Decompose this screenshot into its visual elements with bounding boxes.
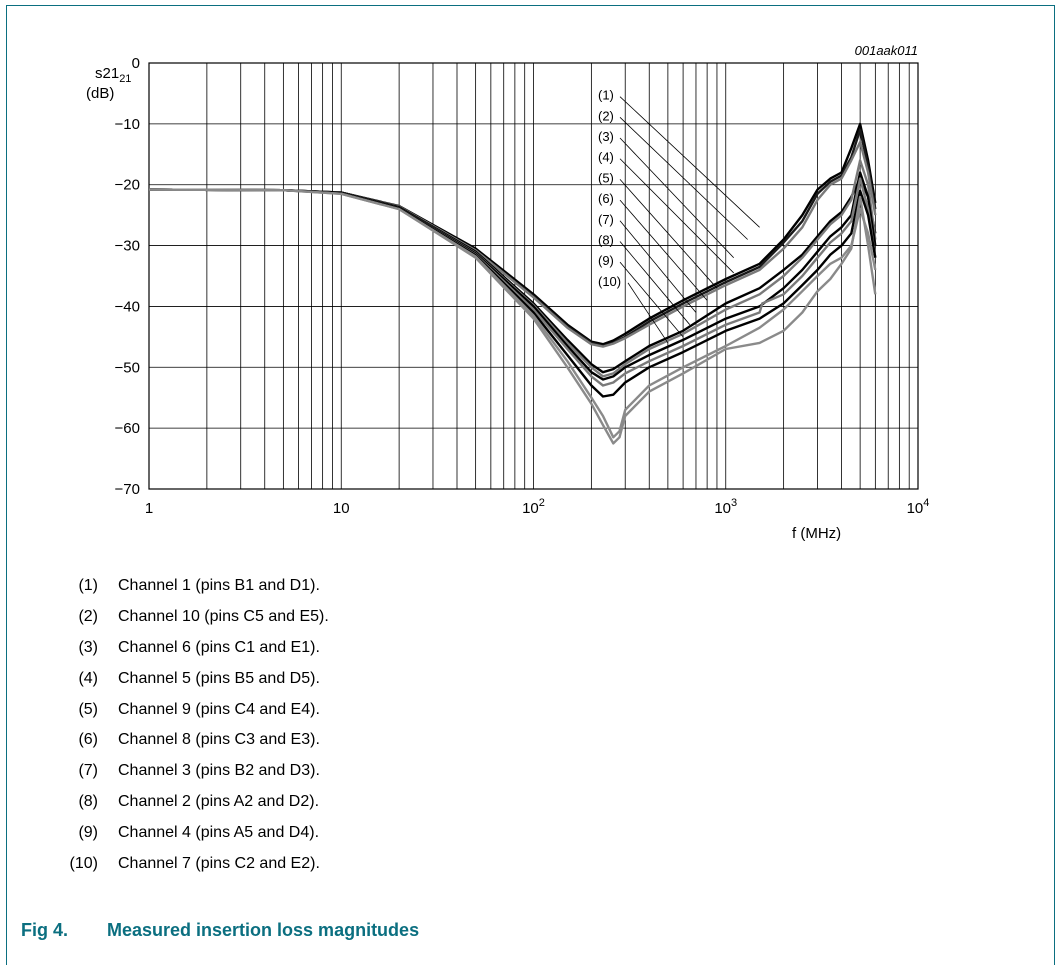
callout-leader-line xyxy=(619,199,708,301)
callout-leader-line xyxy=(619,117,748,240)
callout-leader-line xyxy=(619,220,697,313)
legend-number: (6) xyxy=(78,731,98,749)
x-tick-label: 1 xyxy=(145,500,153,517)
y-tick-label: −20 xyxy=(115,177,140,194)
y-tick-label: −40 xyxy=(115,298,140,315)
series-line-4 xyxy=(148,177,877,374)
y-tick-label: −10 xyxy=(115,116,140,133)
x-tick-exponent: 3 xyxy=(731,497,737,509)
legend-number: (2) xyxy=(78,607,98,625)
legend-item: (5) Channel 9 (pins C4 and E4). xyxy=(62,700,329,733)
callout-leader-line xyxy=(619,96,760,228)
legend-item: (2) Channel 10 (pins C5 and E5). xyxy=(62,607,329,640)
legend-number: (7) xyxy=(78,762,98,780)
legend-text: Channel 10 (pins C5 and E5). xyxy=(118,607,329,625)
y-tick-label: −60 xyxy=(115,420,140,437)
series-line-3 xyxy=(148,140,877,348)
legend-item: (8) Channel 2 (pins A2 and D2). xyxy=(62,794,329,825)
legend-text: Channel 8 (pins C3 and E3). xyxy=(118,731,320,749)
callout-label-4: (4) xyxy=(598,150,614,165)
x-axis-label: f (MHz) xyxy=(792,525,841,542)
callout-label-3: (3) xyxy=(598,129,614,144)
legend-text: Channel 7 (pins C2 and E2). xyxy=(118,855,320,873)
figure-number: Fig 4. xyxy=(21,920,69,940)
callout-leader-line xyxy=(619,137,734,259)
legend-item: (9) Channel 4 (pins A5 and D4). xyxy=(62,825,329,856)
y-tick-label: 0 xyxy=(132,55,140,72)
y-axis-label-subscript: 21 xyxy=(119,73,131,85)
legend-number: (1) xyxy=(78,577,98,594)
legend-number: (8) xyxy=(78,793,98,811)
figure-title: Measured insertion loss magnitudes xyxy=(107,920,420,940)
chart-curves xyxy=(148,122,877,445)
callout-label-1: (1) xyxy=(598,88,614,103)
insertion-loss-chart: 0 −10 −20 −30 −40 −50 −60 −70 1 10 102 103 104 (1) (2… xyxy=(86,43,930,542)
x-tick-label: 10 xyxy=(333,500,350,517)
legend-text: Channel 5 (pins B5 and D5). xyxy=(118,669,320,687)
callout-label-7: (7) xyxy=(598,212,614,227)
y-tick-label: −30 xyxy=(115,238,140,255)
legend-text: Channel 6 (pins C1 and E1). xyxy=(118,638,320,656)
y-tick-label: −70 xyxy=(115,481,140,498)
callout-leader-line xyxy=(619,261,684,338)
callout-label-6: (6) xyxy=(598,191,614,206)
chart-id-label: 001aak011 xyxy=(855,43,918,58)
legend-item: (3) Channel 6 (pins C1 and E1). xyxy=(62,638,329,671)
y-axis-label: s2121 xyxy=(95,65,131,85)
legend-item: (4) Channel 5 (pins B5 and D5). xyxy=(62,669,329,702)
callout-label-9: (9) xyxy=(598,253,614,268)
x-tick-label: 102 xyxy=(522,497,545,517)
callout-label-10: (10) xyxy=(598,274,621,289)
legend-number: (5) xyxy=(78,700,98,718)
series-line-5 xyxy=(148,159,877,378)
legend-text: Channel 4 (pins A5 and D4). xyxy=(118,824,320,842)
x-tick-exponent: 2 xyxy=(539,497,545,509)
callout-leader-line xyxy=(627,282,669,344)
series-legend: (1) Channel 1 (pins B1 and D1). (2) Channel… xyxy=(62,578,329,887)
legend-item: (6) Channel 8 (pins C3 and E3). xyxy=(62,732,329,763)
callout-label-2: (2) xyxy=(598,108,614,123)
legend-text: Channel 9 (pins C4 and E4). xyxy=(118,700,320,718)
legend-number: (4) xyxy=(78,669,98,687)
y-tick-label: −50 xyxy=(115,359,140,376)
legend-text: Channel 1 (pins B1 and D1). xyxy=(118,577,320,594)
figure-frame xyxy=(6,5,1055,965)
callout-label-5: (5) xyxy=(598,170,614,185)
legend-text: Channel 3 (pins B2 and D3). xyxy=(118,762,320,780)
legend-number: (9) xyxy=(78,824,98,842)
callout-leader-line xyxy=(619,179,718,289)
x-tick-label: 103 xyxy=(714,497,737,517)
figure-caption: Fig 4. Measured insertion loss magnitudes xyxy=(21,920,419,941)
legend-text: Channel 2 (pins A2 and D2). xyxy=(118,793,320,811)
series-line-10 xyxy=(148,188,877,445)
legend-item: (1) Channel 1 (pins B1 and D1). xyxy=(62,578,329,609)
y-axis-label-base: s21 xyxy=(95,65,119,82)
y-axis-unit: (dB) xyxy=(86,85,114,102)
x-tick-label: 104 xyxy=(907,497,930,517)
callout-leader-line xyxy=(619,241,691,325)
callout-label-8: (8) xyxy=(598,232,614,247)
legend-item: (7) Channel 3 (pins B2 and D3). xyxy=(62,763,329,794)
legend-item: (10) Channel 7 (pins C2 and E2). xyxy=(62,856,329,887)
callout-leader-line xyxy=(619,158,734,274)
series-callouts: (1) (2) (3) (4) (5) (6) (7) (8) (9) (10) xyxy=(598,88,760,344)
chart-grid xyxy=(148,62,919,490)
x-tick-exponent: 4 xyxy=(923,497,929,509)
legend-number: (10) xyxy=(69,855,98,873)
plot-area-border xyxy=(148,62,919,490)
legend-number: (3) xyxy=(78,638,98,656)
series-line-1 xyxy=(148,122,877,346)
